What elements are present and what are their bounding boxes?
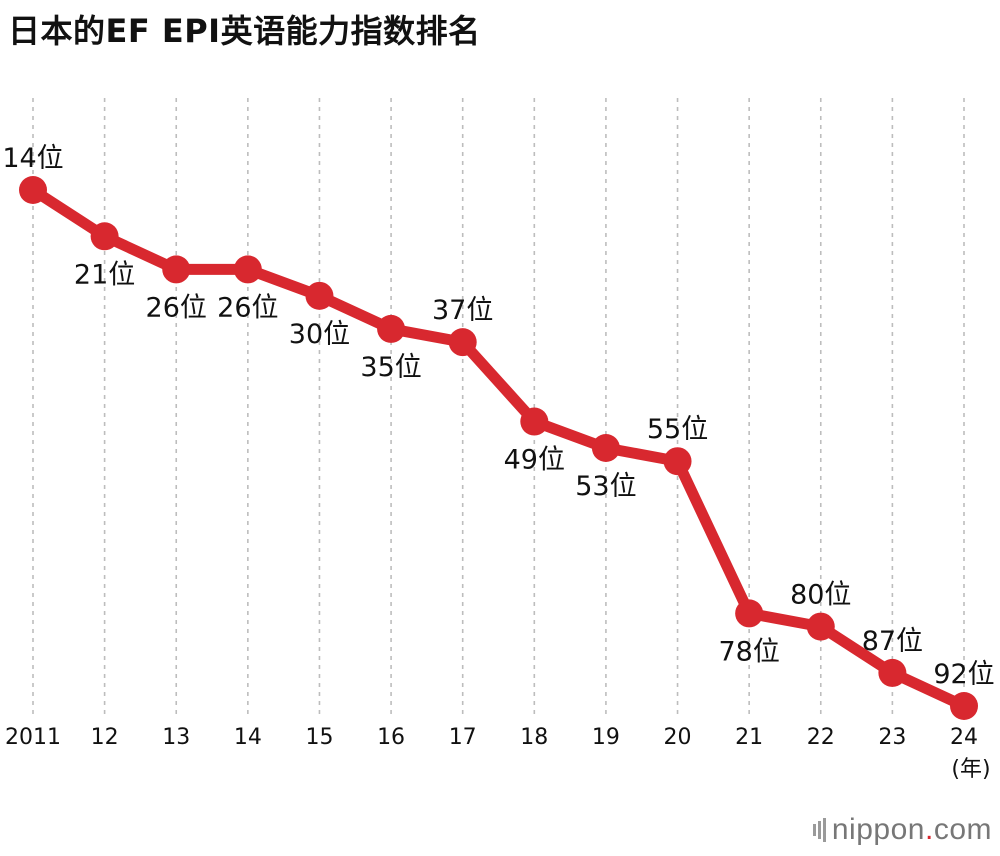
data-label: 30位 <box>289 319 350 350</box>
x-tick-label: 18 <box>520 725 548 750</box>
x-tick-label: 13 <box>162 725 190 750</box>
x-tick-label: 12 <box>91 725 119 750</box>
data-label: 92位 <box>933 659 994 690</box>
data-points <box>19 176 978 720</box>
nippon-logo: nippon.com <box>812 810 992 850</box>
data-point <box>19 176 47 204</box>
x-axis-unit-label: (年) <box>951 757 990 782</box>
data-point <box>162 255 191 284</box>
data-point <box>233 255 262 284</box>
x-tick-label: 15 <box>305 725 333 750</box>
x-tick-label: 14 <box>234 725 262 750</box>
data-point <box>950 692 978 720</box>
logo-domain: com <box>933 813 992 846</box>
data-point <box>520 407 549 436</box>
x-tick-label: 21 <box>735 725 763 750</box>
data-point <box>806 612 835 641</box>
data-point <box>90 222 119 251</box>
data-label: 21位 <box>74 259 135 290</box>
chart-title: 日本的EF EPI英语能力指数排名 <box>8 12 481 50</box>
data-point <box>377 314 406 343</box>
x-tick-label: 17 <box>449 725 477 750</box>
logo-name: nippon <box>831 813 925 846</box>
data-label: 37位 <box>432 295 493 326</box>
data-label: 80位 <box>790 580 851 611</box>
logo-dot: . <box>924 813 934 846</box>
data-label: 35位 <box>360 352 421 383</box>
x-tick-label: 2011 <box>5 725 61 750</box>
x-tick-label: 19 <box>592 725 620 750</box>
data-point <box>878 658 907 687</box>
data-point <box>448 328 477 357</box>
x-tick-label: 20 <box>664 725 692 750</box>
logo-text: nippon.com <box>832 813 992 847</box>
data-label: 26位 <box>146 292 207 323</box>
data-label: 26位 <box>217 292 278 323</box>
x-tick-label: 16 <box>377 725 405 750</box>
data-label: 55位 <box>647 414 708 445</box>
x-tick-label: 23 <box>878 725 906 750</box>
x-axis-ticks: 2011 12 13 14 15 16 17 18 19 20 21 22 23 24 <box>5 725 978 750</box>
data-label: 49位 <box>504 445 565 476</box>
data-label: 87位 <box>862 626 923 657</box>
data-label: 78位 <box>718 636 779 667</box>
data-label: 53位 <box>575 471 636 502</box>
data-labels: 14位 21位 26位 26位 30位 35位 37位 49位 53位 55位 78位 80位 87位 9… <box>2 143 994 690</box>
data-point <box>735 599 764 628</box>
data-label: 14位 <box>2 143 63 174</box>
logo-bars-icon <box>812 818 826 842</box>
data-point <box>305 281 334 310</box>
data-point <box>663 447 692 476</box>
data-point <box>591 434 620 462</box>
x-tick-label: 22 <box>807 725 835 750</box>
x-tick-label: 24 <box>950 725 978 750</box>
